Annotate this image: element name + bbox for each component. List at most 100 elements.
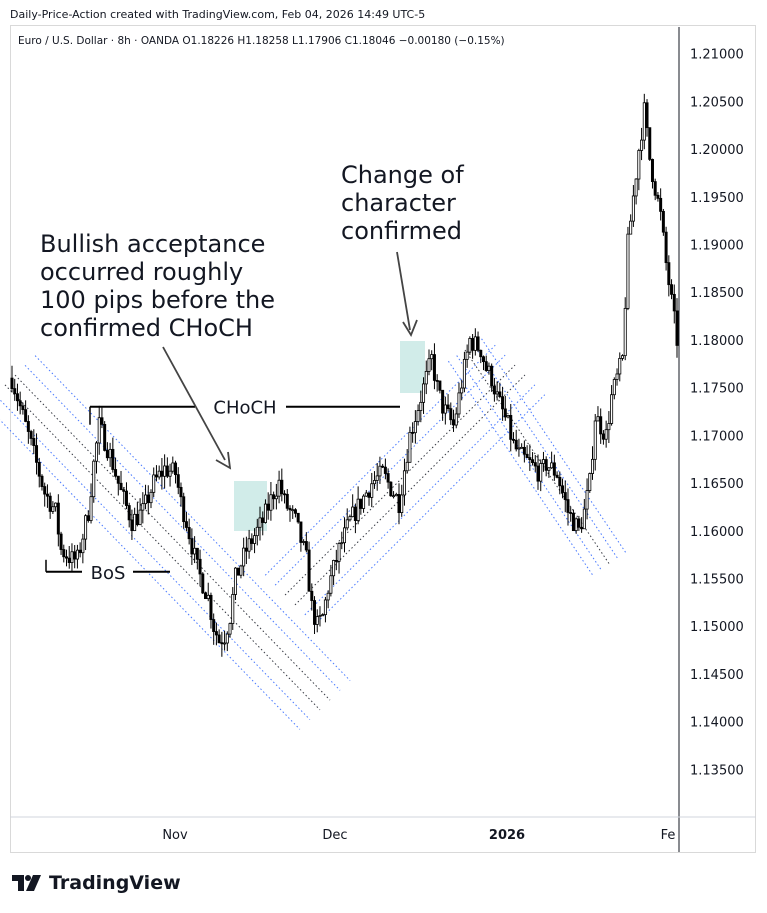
candle-body: [97, 417, 101, 444]
candle-body: [176, 474, 180, 488]
price-tick-label: 1.16500: [690, 477, 744, 492]
candle-body: [223, 642, 227, 645]
candle-body: [370, 483, 374, 498]
candle-body: [476, 336, 480, 351]
candle-body: [408, 431, 412, 463]
candle-body: [70, 551, 74, 564]
candle-body: [334, 560, 338, 562]
candle-body: [359, 498, 363, 509]
candle-body: [152, 474, 156, 493]
candle-body: [302, 541, 306, 543]
candle-body: [446, 404, 450, 410]
candle-body: [441, 389, 445, 414]
candle-body: [631, 195, 635, 222]
candle-body: [449, 408, 453, 421]
candle-body: [582, 508, 586, 530]
candle-body: [26, 421, 30, 432]
candle-body: [473, 336, 477, 351]
candle-body: [78, 549, 82, 554]
downtrend-channel-line: [24, 365, 341, 691]
candle-body: [462, 358, 466, 389]
price-tick-label: 1.19000: [690, 239, 744, 254]
candle-body: [163, 465, 167, 477]
candle-body: [670, 284, 674, 295]
candle-body: [528, 457, 532, 461]
candle-body: [184, 521, 188, 528]
candle-body: [468, 338, 472, 353]
candle-body: [465, 351, 469, 360]
correction-channel-line: [481, 338, 627, 555]
candle-body: [623, 308, 627, 357]
candle-body: [509, 415, 513, 440]
price-tick-label: 1.21000: [690, 48, 744, 63]
candle-body: [536, 465, 540, 482]
candle-body: [642, 102, 646, 141]
candle-body: [340, 542, 344, 545]
candle-body: [492, 385, 496, 395]
note-left-line: Bullish acceptance: [40, 230, 265, 258]
candle-body: [675, 310, 679, 346]
price-tick-label: 1.20000: [690, 143, 744, 158]
candle-body: [165, 465, 169, 477]
note-right-line: character: [341, 189, 456, 217]
candle-body: [209, 594, 213, 620]
candle-body: [342, 527, 346, 544]
candle-body: [645, 102, 649, 129]
arrow-right-shaft: [396, 251, 411, 331]
candle-body: [35, 445, 39, 463]
candle-body: [364, 492, 368, 497]
candle-body: [32, 438, 36, 446]
candle-body: [239, 565, 243, 576]
candle-body: [130, 519, 134, 532]
structure-levels: BoS CHoCH: [45, 398, 400, 584]
chart-attribution: Daily-Price-Action created with TradingV…: [10, 8, 426, 21]
candle-body: [266, 503, 270, 511]
candle-body: [201, 573, 205, 594]
candle-body: [258, 517, 262, 528]
arrow-left-head: [215, 451, 232, 470]
arrow-left-shaft: [162, 346, 226, 461]
candle-body: [511, 438, 515, 441]
candle-body: [375, 475, 379, 481]
candle-body: [550, 462, 554, 469]
candle-body: [362, 495, 366, 509]
acceptance-zones: [234, 341, 425, 531]
note-right-line: Change of: [341, 161, 464, 189]
candle-body: [452, 419, 456, 426]
candle-body: [274, 495, 278, 500]
candles: [10, 93, 679, 657]
candle-body: [236, 567, 240, 576]
candle-body: [629, 220, 633, 235]
candle-body: [457, 392, 461, 415]
candle-body: [413, 421, 417, 434]
candle-body: [348, 516, 352, 521]
downtrend-channel-line: [34, 355, 351, 681]
candle-body: [299, 521, 303, 543]
candle-body: [146, 494, 150, 504]
candle-body: [402, 470, 406, 496]
note-left-line: confirmed CHoCH: [40, 314, 253, 342]
candle-body: [182, 496, 186, 523]
candle-body: [138, 509, 142, 526]
price-tick-label: 1.18000: [690, 334, 744, 349]
candle-body: [520, 446, 524, 449]
candle-body: [321, 614, 325, 616]
candle-body: [389, 481, 393, 497]
candle-body: [588, 473, 592, 491]
candle-body: [438, 380, 442, 391]
candle-body: [231, 594, 235, 624]
candle-body: [141, 503, 145, 511]
candle-body: [381, 465, 385, 468]
candle-body: [43, 486, 47, 495]
price-tick-label: 1.20500: [690, 95, 744, 110]
candle-body: [558, 476, 562, 487]
choch-zone: [400, 341, 425, 393]
time-axis: Nov Dec 2026 Fe: [10, 816, 756, 843]
candle-body: [124, 490, 128, 506]
candle-body: [533, 462, 537, 467]
candle-body: [21, 405, 25, 411]
tradingview-logo[interactable]: TradingView: [12, 872, 181, 894]
candle-body: [566, 499, 570, 513]
candle-body: [506, 415, 510, 418]
